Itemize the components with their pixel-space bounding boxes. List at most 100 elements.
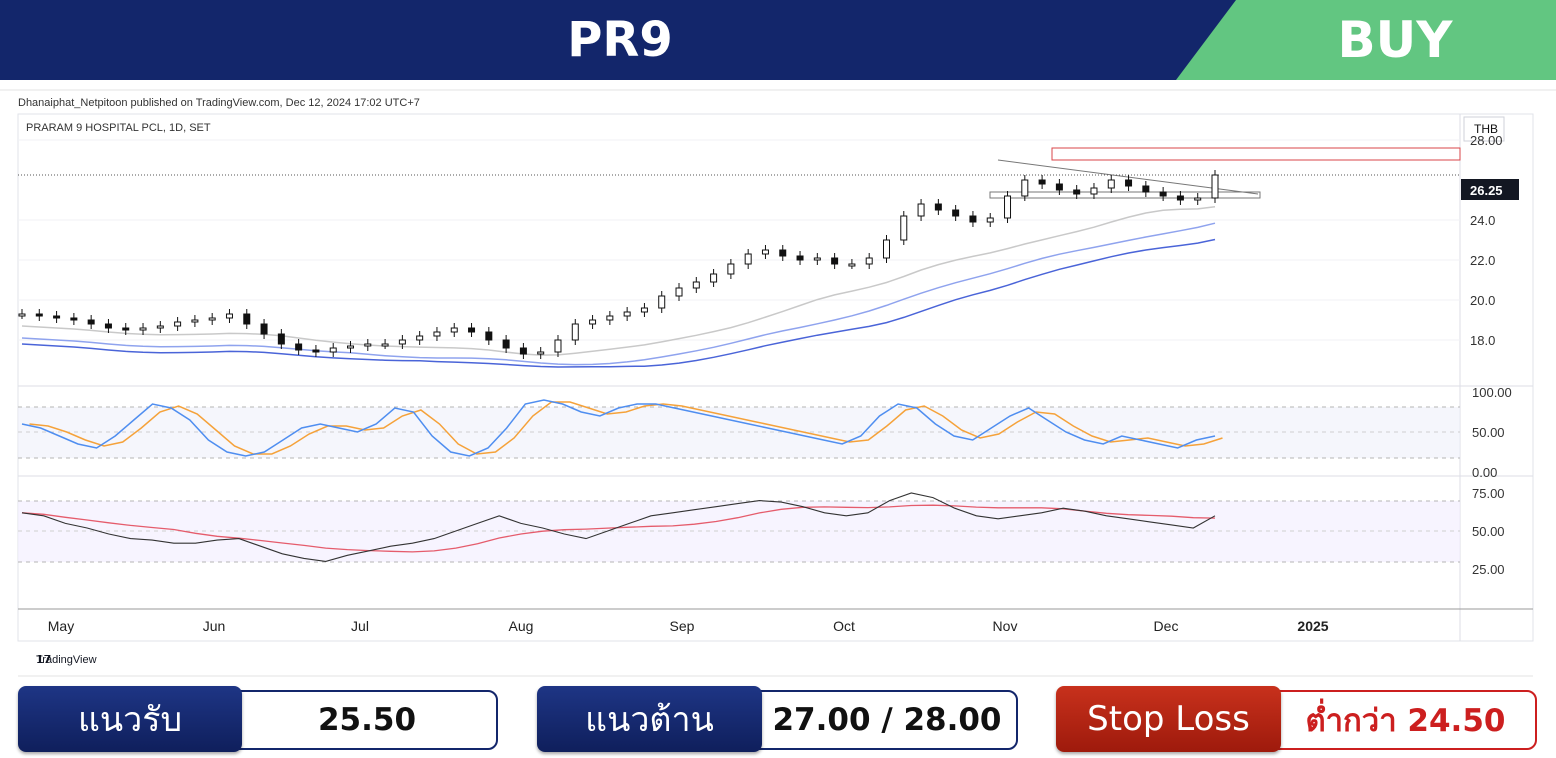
candle-body <box>1090 187 1098 195</box>
candle-body <box>554 339 562 353</box>
last-price-value: 26.25 <box>1470 183 1503 198</box>
price-tick-label: 28.00 <box>1470 133 1503 148</box>
candle-body <box>104 323 112 329</box>
candle-body <box>1038 179 1046 185</box>
oscillator-tick-label: 75.00 <box>1472 486 1505 501</box>
candle-body <box>882 239 890 259</box>
candle-body <box>398 339 406 345</box>
month-label: Nov <box>993 618 1018 634</box>
candle-body <box>969 215 977 223</box>
candle-body <box>1159 191 1167 197</box>
month-label: Jul <box>351 618 369 634</box>
candle-body <box>640 307 648 313</box>
price-tick-label: 18.0 <box>1470 333 1495 348</box>
candle-body <box>1004 195 1012 219</box>
candle-body <box>1021 179 1029 197</box>
last-price-tag <box>1461 179 1519 200</box>
support-value: 25.50 <box>317 702 417 738</box>
candle-body <box>364 343 372 347</box>
time-axis: May Jun Jul Aug Sep Oct Nov Dec 2025 <box>48 618 1329 634</box>
candle-body <box>623 311 631 317</box>
moving-average-line <box>21 222 1216 366</box>
candle-body <box>329 347 337 353</box>
candle-body <box>347 345 355 349</box>
rsi-main-line <box>21 399 1216 457</box>
candle-body <box>450 327 458 333</box>
price-tick-label: 22.0 <box>1470 253 1495 268</box>
consolidation-box <box>989 191 1261 199</box>
candle-body <box>1176 195 1184 201</box>
candle-body <box>208 317 216 321</box>
candle-body <box>606 315 614 321</box>
candle-body <box>658 295 666 309</box>
symbol-title: PRARAM 9 HOSPITAL PCL, 1D, SET <box>26 122 211 134</box>
candle-body <box>900 215 908 241</box>
month-label: 2025 <box>1297 618 1328 634</box>
price-tick-label: 20.0 <box>1470 293 1495 308</box>
candle-body <box>692 281 700 289</box>
price-axis: 28.00 24.0 22.0 20.0 18.0 <box>1470 133 1503 348</box>
candle-body <box>537 351 545 355</box>
candle-body <box>675 287 683 297</box>
candle-body <box>70 317 78 321</box>
signal-label: BUY <box>1337 11 1453 69</box>
ticker-title: PR9 <box>567 12 673 68</box>
oscillator-line <box>21 492 1216 562</box>
price-tick-label: 24.0 <box>1470 213 1495 228</box>
candle-body <box>589 319 597 325</box>
candle-body <box>1073 189 1081 195</box>
candle-body <box>761 249 769 255</box>
month-label: Oct <box>833 618 855 634</box>
candle-body <box>502 339 510 349</box>
candle-body <box>468 327 476 333</box>
candle-body <box>139 327 147 331</box>
candle-body <box>865 257 873 265</box>
candle-body <box>225 313 233 319</box>
support-value-box: 25.50 <box>236 690 498 750</box>
candle-body <box>1125 179 1133 187</box>
candle-body <box>312 349 320 353</box>
price-chart: Dhanaiphat_Netpitoon published on Tradin… <box>0 80 1556 680</box>
stoploss-value: ต่ำกว่า 24.50 <box>1305 703 1506 739</box>
candle-body <box>831 257 839 265</box>
support-label: แนวรับ <box>77 700 183 740</box>
month-label: Aug <box>509 618 534 634</box>
candle-body <box>260 323 268 335</box>
candle-body <box>381 343 389 347</box>
candle-body <box>727 263 735 275</box>
resistance-label-box: แนวต้าน <box>537 686 762 752</box>
candle-body <box>122 327 130 331</box>
oscillator-tick-label: 50.00 <box>1472 524 1505 539</box>
candle-body <box>571 323 579 341</box>
rsi-tick-label: 100.00 <box>1472 385 1512 400</box>
candle-body <box>1055 183 1063 191</box>
candle-body <box>35 313 43 317</box>
candle-body <box>18 313 26 317</box>
candle-body <box>156 325 164 329</box>
candle-body <box>53 315 61 319</box>
month-label: Sep <box>670 618 695 634</box>
currency-label: THB <box>1474 122 1498 136</box>
candle-body <box>416 335 424 341</box>
resistance-label: แนวต้าน <box>585 700 714 740</box>
candle-body <box>1211 174 1219 199</box>
candle-body <box>485 331 493 341</box>
candle-body <box>1107 179 1115 189</box>
rsi-tick-label: 50.00 <box>1472 425 1505 440</box>
moving-average-line <box>21 238 1216 368</box>
candle-body <box>848 263 856 267</box>
rsi-tick-label: 0.00 <box>1472 465 1497 480</box>
candle-body <box>952 209 960 217</box>
month-label: Dec <box>1154 618 1179 634</box>
candle-body <box>519 347 527 355</box>
stoploss-label: Stop Loss <box>1087 699 1250 739</box>
support-label-box: แนวรับ <box>18 686 242 752</box>
currency-box <box>1463 116 1505 142</box>
stoploss-label-box: Stop Loss <box>1056 686 1281 752</box>
candle-body <box>710 273 718 283</box>
candle-body <box>917 203 925 217</box>
candle-body <box>744 253 752 265</box>
tradingview-logo-icon: 𝟭𝟳 <box>36 654 51 666</box>
rsi-signal-line <box>29 401 1223 455</box>
candle-body <box>243 313 251 325</box>
